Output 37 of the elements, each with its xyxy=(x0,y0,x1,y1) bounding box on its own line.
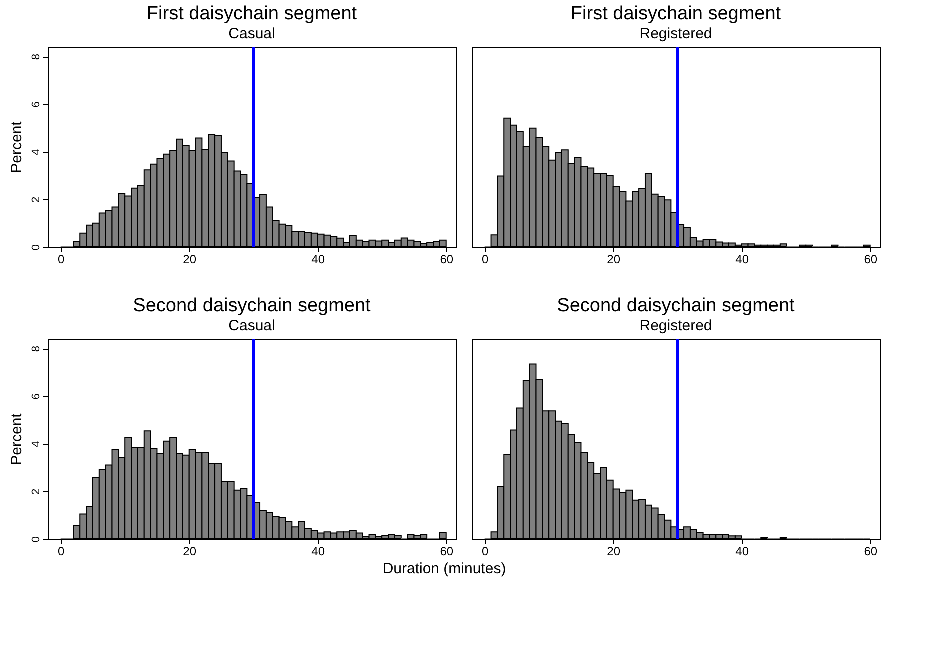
y-tick-label: 6 xyxy=(30,102,42,108)
x-tick-label: 40 xyxy=(736,252,750,266)
chart-subtitle: Registered xyxy=(640,26,712,42)
x-tick-label: 0 xyxy=(58,252,66,266)
x-tick-label: 40 xyxy=(736,544,750,558)
chart-title: Second daisychain segment xyxy=(133,296,372,316)
y-tick-label: 8 xyxy=(30,54,42,60)
x-axis-title: Duration (minutes) xyxy=(382,560,506,578)
x-tick-label: 40 xyxy=(312,544,326,558)
y-tick-label: 8 xyxy=(30,346,42,352)
x-tick-label: 60 xyxy=(864,252,878,266)
chart-subtitle: Casual xyxy=(228,26,276,42)
chart-title: Second daisychain segment xyxy=(557,296,796,316)
x-tick-label: 60 xyxy=(440,252,454,266)
y-tick-label: 0 xyxy=(30,244,42,251)
x-tick-label: 0 xyxy=(482,544,490,558)
x-tick-label: 20 xyxy=(183,252,197,266)
y-tick-label: 4 xyxy=(30,149,42,156)
y-tick-label: 2 xyxy=(30,488,42,495)
y-tick-label: 2 xyxy=(30,196,42,203)
y-tick-label: 4 xyxy=(30,441,42,448)
y-axis-title: Percent xyxy=(8,412,26,466)
y-tick-label: 0 xyxy=(30,536,42,543)
x-tick-label: 20 xyxy=(607,544,621,558)
x-tick-label: 0 xyxy=(58,544,66,558)
x-tick-label: 0 xyxy=(482,252,490,266)
chart-subtitle: Casual xyxy=(228,318,276,334)
x-tick-label: 40 xyxy=(312,252,326,266)
x-tick-label: 20 xyxy=(183,544,197,558)
chart-title: First daisychain segment xyxy=(570,4,782,24)
chart-subtitle: Registered xyxy=(640,318,712,334)
y-axis-title: Percent xyxy=(8,120,26,174)
x-tick-label: 20 xyxy=(607,252,621,266)
x-tick-label: 60 xyxy=(440,544,454,558)
chart-title: First daisychain segment xyxy=(146,4,358,24)
x-tick-label: 60 xyxy=(864,544,878,558)
y-tick-label: 6 xyxy=(30,394,42,400)
